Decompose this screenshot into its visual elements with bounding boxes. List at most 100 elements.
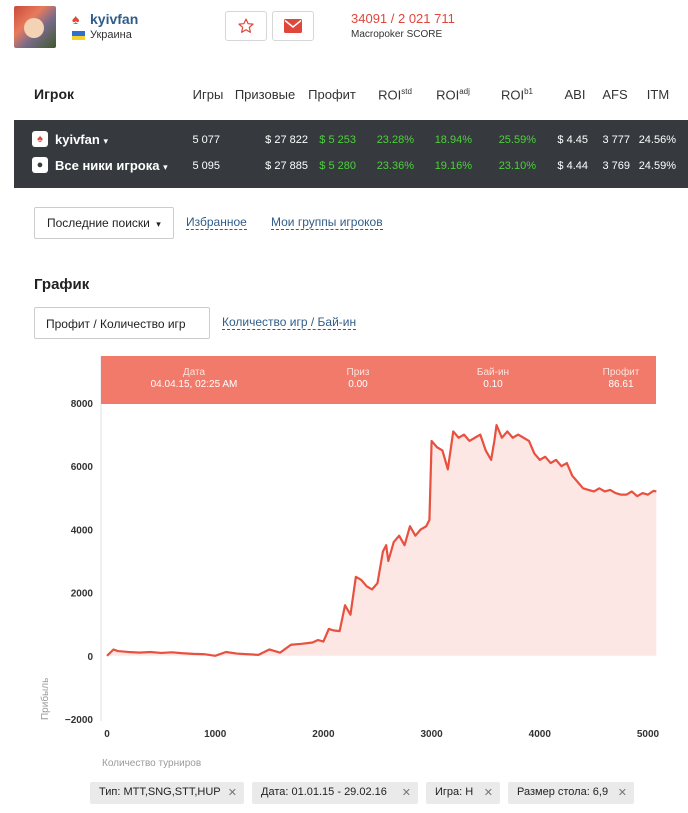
cell-roi-b1: 23.10% xyxy=(498,160,536,172)
close-icon[interactable]: ✕ xyxy=(227,787,237,799)
chart-section-title: График xyxy=(34,276,90,293)
cell-afs: 3 777 xyxy=(602,134,630,146)
col-prize[interactable]: Призовые xyxy=(234,87,296,102)
x-tick-label: 5000 xyxy=(637,729,660,740)
filter-chip-table-size[interactable]: Размер стола: 6,9 ✕ xyxy=(508,782,634,804)
profit-series-line xyxy=(106,424,657,657)
x-tick-label: 0 xyxy=(104,729,110,740)
y-tick-label: 8000 xyxy=(71,399,94,410)
favorites-link[interactable]: Избранное xyxy=(186,215,247,230)
cell-roi-adj: 19.16% xyxy=(434,160,472,172)
col-roi-adj-label: ROI xyxy=(436,87,460,103)
cell-afs: 3 769 xyxy=(602,160,630,172)
cell-profit: $ 5 253 xyxy=(319,134,356,146)
stats-row-all-nicks[interactable]: ● Все ники игрока ▾ 5 095 $ 27 885 $ 5 2… xyxy=(14,155,688,177)
x-tick-label: 3000 xyxy=(420,729,443,740)
cell-profit: $ 5 280 xyxy=(319,160,356,172)
my-groups-link[interactable]: Мои группы игроков xyxy=(271,215,383,230)
x-axis-label: Количество турниров xyxy=(102,758,201,769)
col-roi-b1-sup: b1 xyxy=(524,87,534,96)
cell-games: 5 077 xyxy=(192,134,220,146)
col-roi-std-sup: std xyxy=(401,87,412,96)
stats-title: Игрок xyxy=(34,86,75,102)
message-button[interactable] xyxy=(272,11,314,41)
flag-icon xyxy=(72,31,85,40)
tooltip-buyin: Бай-ин 0.10 xyxy=(467,367,519,390)
col-profit[interactable]: Профит xyxy=(308,87,356,102)
tooltip-prize-label: Приз xyxy=(346,367,370,378)
y-tick-label: −2000 xyxy=(65,715,94,726)
recent-searches-dropdown[interactable]: Последние поиски ▾ xyxy=(34,207,174,239)
cell-abi: $ 4.45 xyxy=(557,134,588,146)
filter-chip-game[interactable]: Игра: Н ✕ xyxy=(426,782,500,804)
filter-chip-label: Размер стола: 6,9 xyxy=(517,786,609,798)
col-abi[interactable]: ABI xyxy=(564,87,586,102)
cell-itm: 24.56% xyxy=(638,134,676,146)
tooltip-prize: Приз 0.00 xyxy=(337,367,379,390)
chevron-down-icon: ▾ xyxy=(156,219,161,229)
col-roi-b1[interactable]: ROIb1 xyxy=(496,87,538,102)
x-tick-label: 1000 xyxy=(204,729,227,740)
avatar[interactable] xyxy=(14,6,56,48)
col-roi-std-label: ROI xyxy=(378,87,402,103)
x-tick-label: 2000 xyxy=(312,729,335,740)
spade-icon: ♠ xyxy=(32,131,48,147)
filter-chip-type[interactable]: Тип: MTT,SNG,STT,HUP ✕ xyxy=(90,782,244,804)
y-tick-label: 4000 xyxy=(71,525,94,536)
y-tick-label: 2000 xyxy=(71,589,94,600)
cell-roi-std: 23.36% xyxy=(376,160,414,172)
recent-searches-label: Последние поиски xyxy=(47,216,150,230)
tab-profit-games[interactable]: Профит / Количество игр xyxy=(34,307,210,339)
star-icon xyxy=(238,18,254,33)
close-icon[interactable]: ✕ xyxy=(483,787,493,799)
tab-games-buyin[interactable]: Количество игр / Бай-ин xyxy=(222,315,357,330)
score-value: 34091 / 2 021 711 xyxy=(351,11,455,26)
cell-prize: $ 27 822 xyxy=(265,134,308,146)
stats-header: Игрок Игры Призовые Профит ROIstd ROIadj… xyxy=(14,84,688,106)
profit-area-fill xyxy=(107,425,657,656)
filter-chip-date[interactable]: Дата: 01.01.15 - 29.02.16 ✕ xyxy=(252,782,418,804)
cell-roi-std: 23.28% xyxy=(376,134,414,146)
country-label: Украина xyxy=(90,29,132,41)
tooltip-buyin-label: Бай-ин xyxy=(476,367,510,378)
y-tick-label: 0 xyxy=(87,652,93,663)
row-name-dropdown[interactable]: kyivfan ▾ xyxy=(55,132,108,147)
close-icon[interactable]: ✕ xyxy=(617,787,627,799)
chevron-down-icon: ▾ xyxy=(163,162,168,172)
col-afs[interactable]: AFS xyxy=(602,87,628,102)
tooltip-prize-value: 0.00 xyxy=(348,379,368,390)
col-roi-adj[interactable]: ROIadj xyxy=(432,87,474,102)
cell-itm: 24.59% xyxy=(638,160,676,172)
col-roi-std[interactable]: ROIstd xyxy=(374,87,416,102)
cell-games: 5 095 xyxy=(192,160,220,172)
col-games[interactable]: Игры xyxy=(192,87,224,102)
y-tick-label: 6000 xyxy=(71,462,94,473)
tooltip-date-label: Дата xyxy=(182,367,206,378)
mail-icon xyxy=(284,19,302,33)
tooltip-profit: Профит 86.61 xyxy=(595,367,647,390)
x-tick-label: 4000 xyxy=(529,729,552,740)
tooltip-date-value: 04.04.15, 02:25 AM xyxy=(150,379,238,390)
cell-roi-adj: 18.94% xyxy=(434,134,472,146)
chart-tooltip: Дата 04.04.15, 02:25 AM Приз 0.00 Бай-ин… xyxy=(101,356,656,404)
group-icon: ● xyxy=(32,157,48,173)
row-name-dropdown[interactable]: Все ники игрока ▾ xyxy=(55,158,168,173)
filter-chip-label: Тип: MTT,SNG,STT,HUP xyxy=(99,786,221,798)
player-header: ♠ kyivfan Украина 34091 / 2 021 711 Macr… xyxy=(0,0,688,58)
chevron-down-icon: ▾ xyxy=(103,136,108,146)
stats-row-player[interactable]: ♠ kyivfan ▾ 5 077 $ 27 822 $ 5 253 23.28… xyxy=(14,129,688,151)
spade-icon: ♠ xyxy=(72,11,80,27)
tooltip-profit-label: Профит xyxy=(602,367,640,378)
favorite-button[interactable] xyxy=(225,11,267,41)
close-icon[interactable]: ✕ xyxy=(401,787,411,799)
stats-table: ♠ kyivfan ▾ 5 077 $ 27 822 $ 5 253 23.28… xyxy=(14,120,688,188)
tooltip-date: Дата 04.04.15, 02:25 AM xyxy=(139,367,249,390)
cell-prize: $ 27 885 xyxy=(265,160,308,172)
username[interactable]: kyivfan xyxy=(90,11,139,27)
cell-abi: $ 4.44 xyxy=(557,160,588,172)
cell-roi-b1: 25.59% xyxy=(498,134,536,146)
row-name: kyivfan xyxy=(55,132,100,147)
col-roi-adj-sup: adj xyxy=(459,87,470,96)
col-itm[interactable]: ITM xyxy=(646,87,670,102)
